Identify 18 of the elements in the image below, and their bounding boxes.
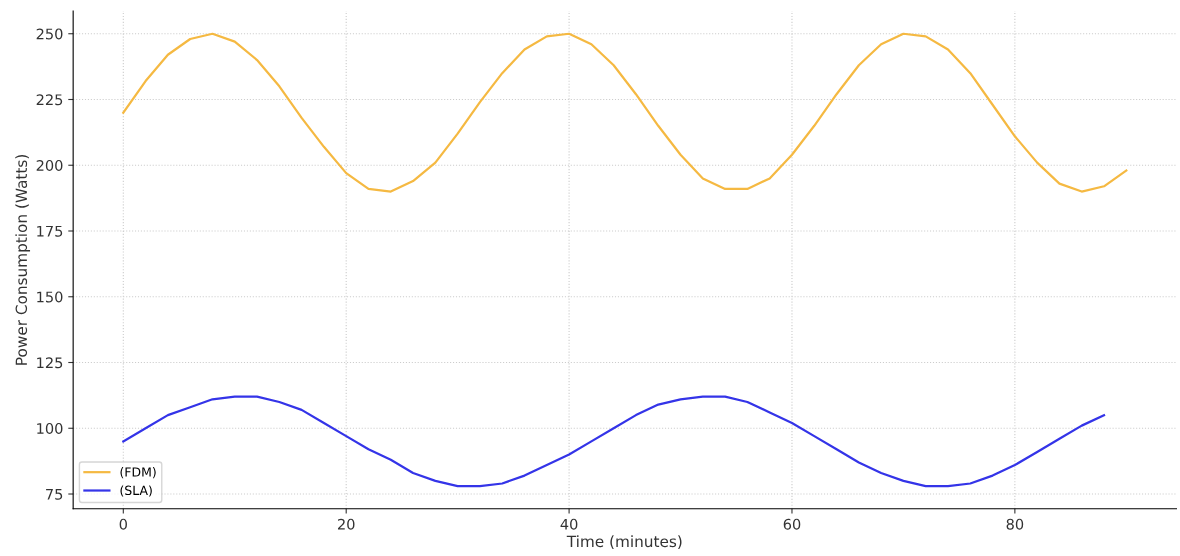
- x-tick-label: 80: [1006, 518, 1024, 530]
- x-tick-label: 60: [783, 518, 801, 530]
- legend-label: (FDM): [120, 467, 156, 479]
- y-tick-label: 100: [37, 422, 63, 435]
- legend-label: (SLA): [120, 485, 152, 497]
- x-tick-label: 0: [119, 518, 127, 530]
- y-tick-label: 75: [46, 488, 63, 500]
- y-tick-label: 225: [36, 94, 63, 106]
- y-tick-label: 200: [36, 159, 63, 171]
- y-axis-title: Power Consumption (Watts): [15, 155, 31, 365]
- y-tick-label: 125: [37, 357, 63, 369]
- x-tick-label: 20: [337, 518, 355, 530]
- y-tick-label: 175: [37, 225, 63, 237]
- y-tick-label: 250: [36, 28, 63, 40]
- line-series: [122, 32, 1128, 193]
- x-tick-label: 40: [560, 518, 578, 530]
- y-tick-label: 150: [37, 291, 63, 303]
- x-axis-title: Time (minutes): [566, 535, 682, 549]
